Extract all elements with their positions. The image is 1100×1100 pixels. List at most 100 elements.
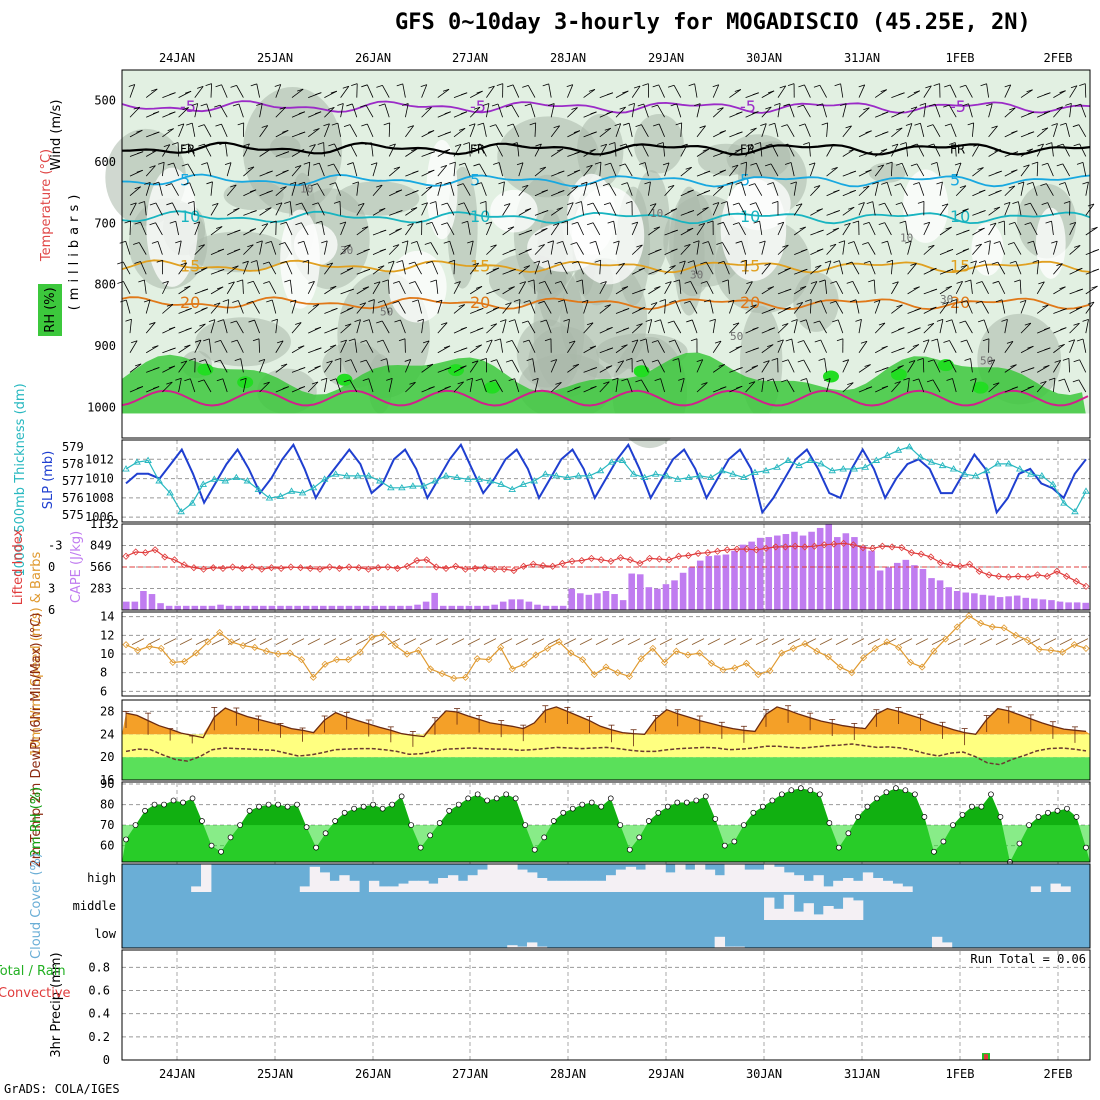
wind-barb-10m [739,638,753,646]
day-label-bottom: 28JAN [550,1067,586,1081]
wind-barb [550,125,560,138]
wind-barb-flag [638,306,645,310]
slp-tick: 1012 [85,452,114,466]
wind-barb-flag [781,379,788,383]
wind-barb-flag [764,262,771,266]
wind-barb [417,299,422,314]
thickness-point [1060,499,1068,506]
thickness-point [530,477,539,484]
wind-barb-flag [125,318,132,322]
wind-barb [534,260,541,275]
rh2m-point [1026,822,1032,828]
wind-barb-flag [217,268,225,272]
thickness-point [618,456,627,463]
wind-barb [826,122,829,137]
thickness-point [1004,460,1013,467]
wind-barb-flag [395,189,403,193]
wind-barb [173,162,179,177]
isotherm-label: 15 [740,256,760,275]
wind-barb [793,226,806,236]
wind-speed-point [579,656,587,664]
wind-barb [206,103,212,118]
wind-barb-flag [343,124,351,127]
wind-barb-flag [280,363,288,367]
wind-barb [129,202,137,216]
wind-barb [680,122,683,137]
wind-barb [382,85,390,98]
wind-barb [155,222,163,236]
wind-barb-flag [370,162,378,166]
thickness-point [806,456,814,463]
wind-barb-flag [246,300,253,304]
wind-barb-flag [421,202,428,206]
wind-barb-10m [131,638,145,646]
wind-barb-flag [214,104,221,108]
wind-barb-flag [995,189,1002,193]
li-point [684,551,692,560]
wind-barb-flag [573,130,581,133]
cape-bar [979,594,987,610]
wind-barb [125,241,131,255]
wind-barb [318,162,325,177]
wind-barb-flag [187,201,195,204]
wind-barb-flag [635,379,642,383]
wind-barb-flag [768,308,776,311]
wind-barb-flag [882,131,889,135]
wind-barb-flag [313,128,320,131]
cape-bar [645,587,653,610]
wind-speed-point [801,640,809,648]
rh2m-point [1054,807,1061,814]
wind-barb [548,83,552,98]
isotherm-label: 20 [470,293,490,312]
wind-barb [421,107,432,118]
wind-barb [955,264,968,275]
wind-barb-flag [619,163,626,167]
wind-barb [729,164,739,177]
wind-barb-flag [473,163,480,167]
wind-barb [502,203,511,216]
wind-barb-flag [649,203,657,207]
wind-barb-flag [752,111,759,114]
wind-barb-flag [466,377,473,381]
wind-barb-flag [360,359,367,363]
wind-barb-flag [186,122,193,126]
wind-barb [275,363,288,373]
wind-barb-flag [910,163,918,167]
cloud-cell [596,880,607,892]
cloud-cell [773,908,785,920]
wind-tick: 6 [100,684,107,698]
wind-barb [1004,202,1011,216]
magenta-contour [121,389,1089,407]
wind-barb-flag [717,107,724,111]
wind-barb [210,181,213,196]
wind-barb [469,123,476,137]
cape-bar [182,605,190,610]
wind-barb [129,319,132,334]
wind-speed-point [614,669,622,677]
wind-barb-flag [180,360,187,364]
wind-barb-flag [494,338,501,342]
wind-barb-flag [516,162,524,166]
wind-barb [243,143,250,157]
rh2m-point [1035,814,1042,820]
isotherm-label: 15 [180,256,200,275]
wind-barb-flag [284,201,291,204]
wind-barb [221,123,228,138]
wind-barb-flag [817,229,824,233]
wind-barb [254,319,260,334]
wind-barb [631,221,639,236]
wind-barb-flag [684,300,691,304]
wind-barb-flag [878,222,885,226]
wind-barb-flag [586,322,594,326]
wind-barb-flag [523,265,530,268]
wind-barb [162,162,165,177]
wind-barb [648,226,661,236]
wind-barb-flag [633,85,641,89]
wind-barb-flag [1003,202,1011,205]
wind-barb-flag [736,367,743,370]
day-label-top: 2FEB [1044,51,1073,65]
rh2m-point [170,797,177,804]
temp-band-yellow [122,734,1090,758]
thickness-point [497,480,505,487]
rh2m-point [313,844,319,851]
